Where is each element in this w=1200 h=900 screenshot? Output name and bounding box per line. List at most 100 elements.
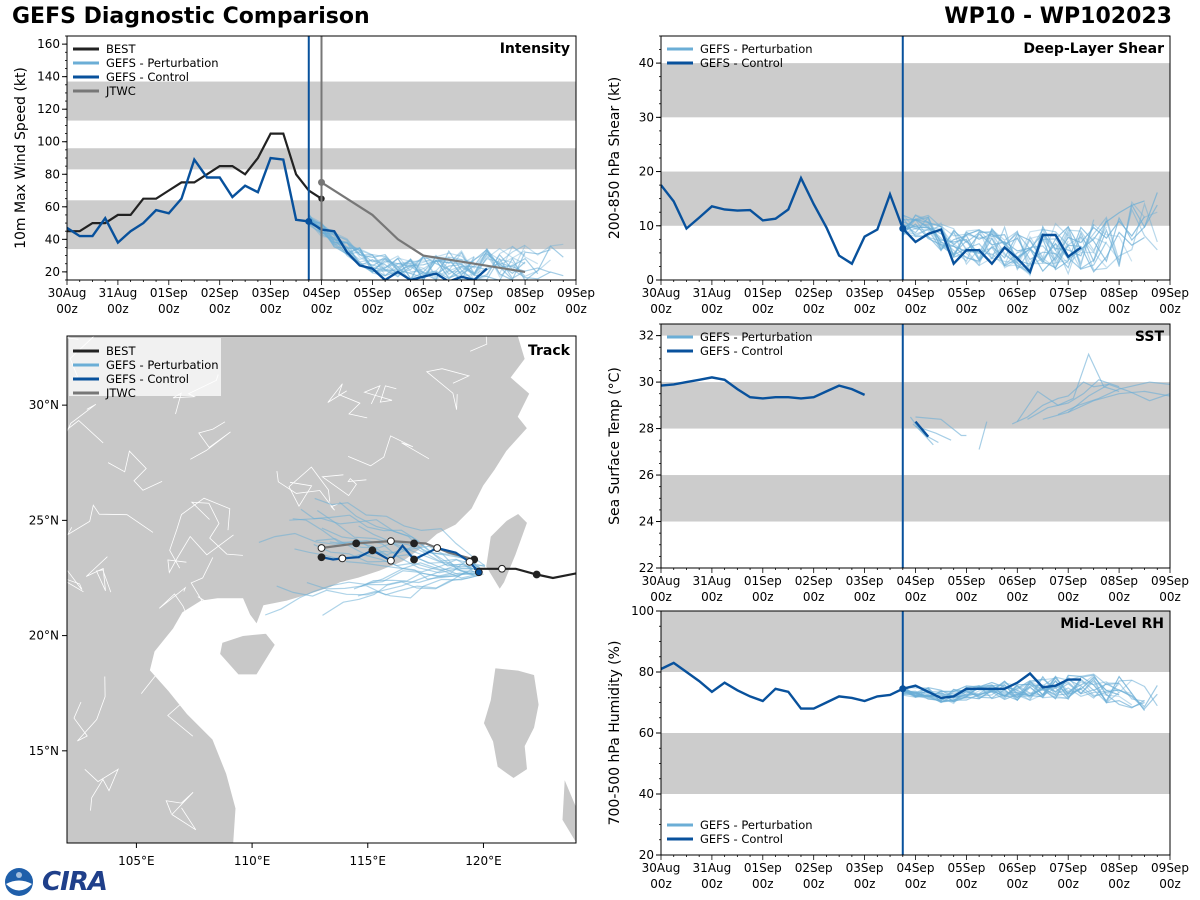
shear-xtick-sublabel: 00z — [650, 302, 672, 316]
track-control-point — [317, 553, 326, 562]
shear-xtick-sublabel: 00z — [752, 302, 774, 316]
track-control-point — [387, 556, 395, 565]
sst-frame — [660, 323, 1171, 569]
intensity-jtwc-line — [320, 181, 526, 273]
rh-ytick-label: 40 — [639, 787, 654, 801]
shear-band — [661, 63, 1170, 118]
track-border-line — [167, 534, 234, 574]
track-control-point — [465, 557, 474, 566]
intensity-title: Intensity — [500, 41, 570, 57]
track-best-line — [474, 567, 576, 580]
track-control-point — [338, 554, 347, 563]
intensity-xtick-sublabel: 00z — [158, 302, 180, 316]
track-jtwc-point — [317, 544, 326, 552]
sst-xtick-sublabel: 00z — [905, 590, 927, 604]
track-perturbation-line — [289, 517, 475, 577]
sst-ylabel: Sea Surface Temp (°C) — [607, 367, 623, 525]
shear-perturbation-line — [902, 216, 1107, 270]
rh-xtick-label: 30Aug — [642, 861, 681, 875]
intensity-xtick-sublabel: 00z — [311, 302, 333, 316]
rh-control-line — [661, 661, 1081, 710]
track-border-line — [190, 421, 231, 460]
shear-xtick-sublabel: 00z — [854, 302, 876, 316]
track-border-line — [85, 556, 112, 593]
track-jtwc-point — [410, 539, 418, 548]
intensity-legend-label: JTWC — [105, 84, 136, 98]
shear-xtick-label: 30Aug — [642, 286, 681, 300]
track-perturbation-line — [264, 562, 473, 616]
track-control-point — [368, 546, 377, 555]
sst-xtick-label: 03Sep — [846, 574, 884, 588]
sst-xtick-label: 31Aug — [693, 574, 732, 588]
rh-xtick-label: 04Sep — [897, 861, 935, 875]
sst-xtick-sublabel: 00z — [956, 590, 978, 604]
track-perturbation-line — [314, 497, 486, 567]
sst-ytick-label: 32 — [639, 329, 654, 343]
track-control-point — [410, 555, 418, 564]
rh-ytick-label: 80 — [639, 665, 654, 679]
sst-ytick-label: 22 — [639, 561, 654, 575]
intensity-perturbation-line — [308, 219, 526, 280]
track-border-line — [73, 676, 106, 742]
track-title: Track — [528, 343, 571, 359]
rh-xtick-label: 07Sep — [1049, 861, 1087, 875]
shear-xtick-sublabel: 00z — [1108, 302, 1130, 316]
track-best-point — [498, 564, 506, 573]
rh-xtick-sublabel: 00z — [701, 877, 723, 891]
mainland-landmass — [67, 336, 531, 843]
track-legend-label: GEFS - Control — [106, 372, 189, 386]
intensity-perturbation-line — [308, 221, 526, 276]
rh-perturbation-line — [902, 679, 1158, 710]
shear-perturbation-line — [902, 200, 1158, 267]
shear-band — [661, 171, 1170, 226]
intensity-xtick-label: 05Sep — [353, 286, 391, 300]
track-legend-label: BEST — [106, 344, 136, 358]
shear-ytick-label: 30 — [639, 110, 654, 124]
track-lat-label: 20°N — [29, 629, 59, 643]
shear-ytick-label: 20 — [639, 165, 654, 179]
track-border-line — [288, 466, 331, 508]
sst-perturbation-line — [1042, 390, 1170, 420]
track-perturbation-line — [358, 525, 479, 577]
intensity-xtick-sublabel: 00z — [514, 302, 536, 316]
sst-xtick-label: 06Sep — [998, 574, 1036, 588]
intensity-xtick-label: 06Sep — [404, 286, 442, 300]
rh-xtick-sublabel: 00z — [956, 877, 978, 891]
sst-xtick-label: 09Sep — [1151, 574, 1189, 588]
intensity-ytick-label: 20 — [45, 265, 60, 279]
sst-xtick-sublabel: 00z — [854, 590, 876, 604]
taiwan-island — [485, 512, 528, 591]
track-border-line — [159, 586, 202, 623]
track-border-line — [327, 383, 368, 419]
rh-perturbation-line — [902, 674, 1133, 706]
track-perturbation-line — [321, 527, 476, 575]
shear-xtick-label: 01Sep — [744, 286, 782, 300]
sst-xtick-sublabel: 00z — [803, 590, 825, 604]
track-perturbation-line — [322, 565, 478, 616]
rh-xtick-sublabel: 00z — [1057, 877, 1079, 891]
shear-ytick-label: 0 — [646, 273, 654, 287]
intensity-xtick-sublabel: 00z — [209, 302, 231, 316]
shear-ylabel: 200-850 hPa Shear (kt) — [607, 77, 623, 239]
sst-xtick-label: 05Sep — [947, 574, 985, 588]
shear-xtick-label: 07Sep — [1049, 286, 1087, 300]
rh-xtick-label: 03Sep — [846, 861, 884, 875]
rh-ylabel: 700-500 hPa Humidity (%) — [607, 641, 623, 826]
luzon-island — [483, 667, 540, 779]
rh-xtick-label: 06Sep — [998, 861, 1036, 875]
sst-title: SST — [1135, 329, 1165, 345]
track-border-line — [190, 501, 243, 556]
sst-xtick-label: 30Aug — [642, 574, 681, 588]
track-jtwc-line — [321, 539, 475, 561]
intensity-perturbation-line — [308, 223, 551, 278]
intensity-xtick-label: 04Sep — [303, 286, 341, 300]
rh-perturbation-line — [902, 680, 1132, 702]
track-legend-bg — [69, 338, 221, 396]
track-lon-label: 105°E — [118, 854, 155, 868]
rh-ytick-label: 100 — [631, 604, 654, 618]
sst-xtick-label: 08Sep — [1100, 574, 1138, 588]
shear-xtick-sublabel: 00z — [956, 302, 978, 316]
track-border-line — [276, 471, 338, 511]
track-perturbation-line — [345, 559, 477, 573]
rh-xtick-label: 05Sep — [947, 861, 985, 875]
